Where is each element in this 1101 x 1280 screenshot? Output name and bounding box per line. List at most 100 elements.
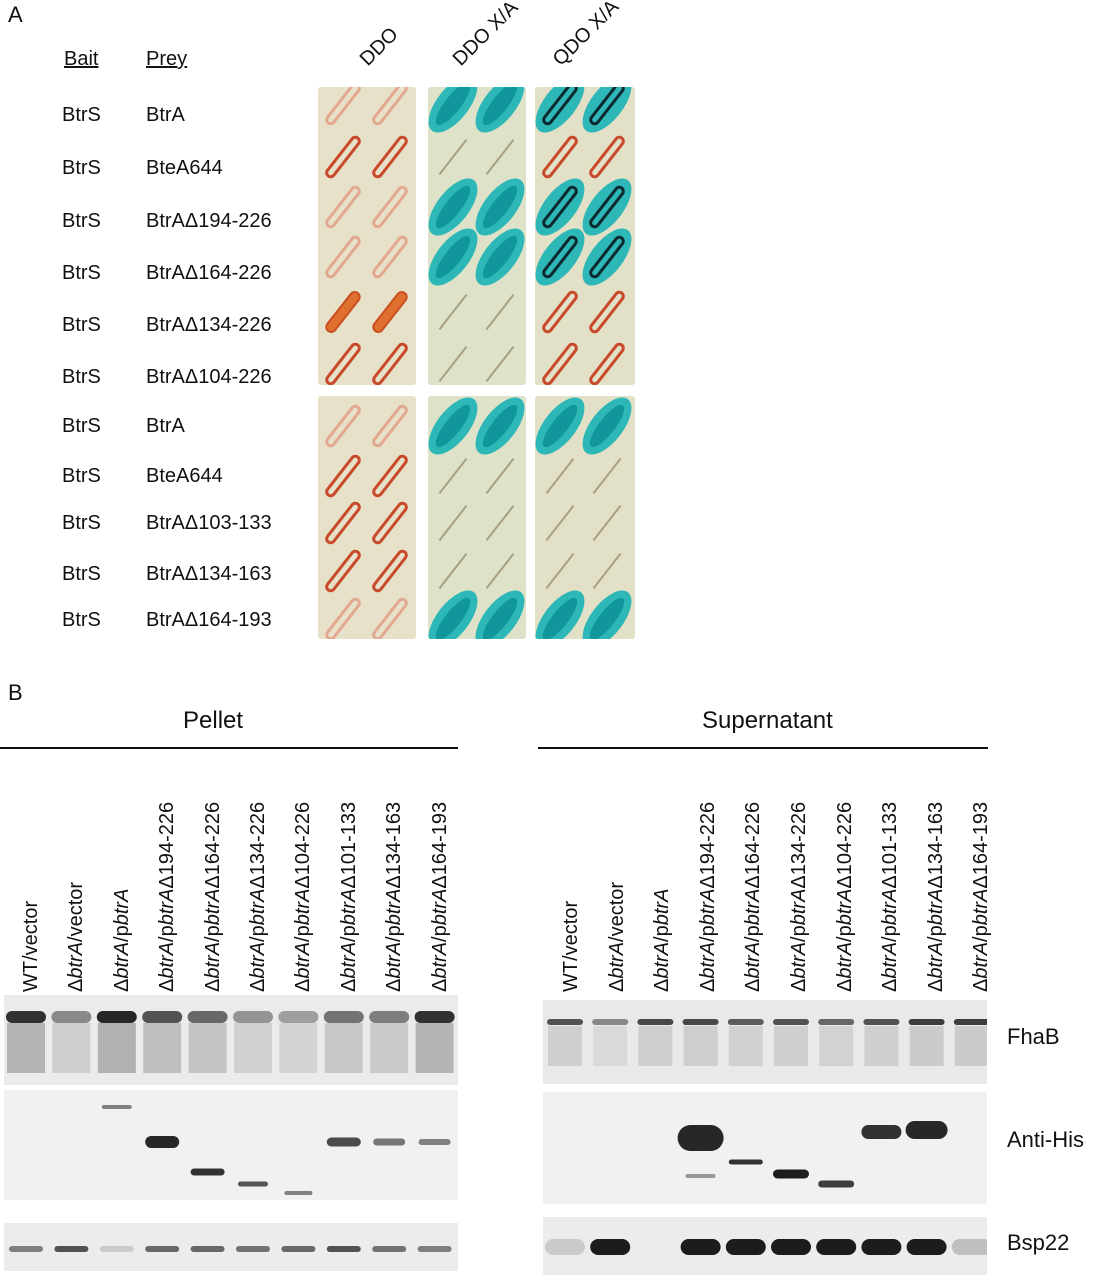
- colony-streak: [485, 346, 515, 382]
- blot-band: [236, 1246, 270, 1252]
- colony-streak: [589, 135, 625, 179]
- colony-streak: [372, 454, 408, 498]
- lane-label-part: Δ: [428, 978, 451, 992]
- blot-band: [908, 1019, 945, 1025]
- supernatant-lane-label: ΔbtrA/pbtrAΔ134-226: [788, 802, 811, 992]
- lane-label-part: Δ164-226: [201, 801, 224, 889]
- lane-label-part: btrA: [879, 888, 902, 926]
- blot-band: [727, 1019, 764, 1025]
- prey-label: BtrAΔ194-226: [146, 210, 272, 232]
- lane-label-part: Δ: [110, 978, 133, 992]
- supernatant-lane-label: ΔbtrA/pbtrAΔ164-226: [742, 802, 765, 992]
- blot-smear: [415, 1023, 454, 1073]
- pellet-his-blot: [4, 1090, 458, 1200]
- colony-streak: [325, 185, 361, 229]
- blot-smear: [683, 1026, 718, 1066]
- blot-band: [101, 1105, 132, 1109]
- colony-streak: [325, 501, 361, 545]
- colony-streak: [545, 553, 575, 589]
- lane-label-part: btrA: [696, 888, 719, 926]
- blot-band: [142, 1011, 183, 1023]
- blot-smear: [954, 1026, 987, 1066]
- colony-streak: [542, 290, 578, 334]
- prey-label: BtrAΔ164-226: [146, 262, 272, 284]
- supernatant-rule: [538, 747, 988, 749]
- colony-streak: [325, 404, 361, 448]
- colony-streak: [325, 597, 361, 639]
- blot-band: [685, 1174, 716, 1178]
- lane-label-part: btrA: [337, 941, 360, 979]
- panel-a-letter: A: [8, 2, 23, 27]
- prey-label: BtrAΔ134-226: [146, 314, 272, 336]
- colony-streak: [582, 87, 632, 133]
- lane-label-part: btrA: [651, 941, 674, 979]
- lane-label-part: btrA: [605, 941, 628, 979]
- lane-label-part: btrA: [156, 941, 179, 979]
- blot-band: [323, 1011, 364, 1023]
- blot-band: [9, 1246, 43, 1252]
- colony-streak: [428, 590, 478, 639]
- lane-label-part: btrA: [292, 888, 315, 926]
- lane-label-part: Δ104-226: [292, 801, 315, 889]
- plate-ddoxa-bottom: [428, 396, 526, 639]
- pellet-lane-label: ΔbtrA/pbtrAΔ194-226: [156, 802, 179, 992]
- lane-label-part: Δ: [833, 978, 856, 992]
- lane-label-part: btrA: [110, 888, 133, 926]
- pellet-lane-label: ΔbtrA/pbtrAΔ104-226: [292, 802, 315, 992]
- colony-streak: [535, 397, 585, 455]
- prey-label: BtrA: [146, 415, 185, 437]
- lane-label-part: btrA: [742, 888, 765, 926]
- lane-label-part: btrA: [247, 888, 269, 926]
- blot-band: [187, 1011, 228, 1023]
- colony-streak: [485, 139, 515, 175]
- colony-streak: [475, 397, 525, 455]
- lane-label-part: btrA: [292, 941, 315, 979]
- colony-streak: [372, 235, 408, 279]
- lane-label-part: Δ164-226: [742, 801, 765, 889]
- blot-band: [96, 1011, 137, 1023]
- blot-band: [326, 1137, 361, 1147]
- lane-label-part: btrA: [383, 888, 406, 926]
- blot-band: [547, 1019, 583, 1025]
- prey-label: BteA644: [146, 465, 223, 487]
- blot-band: [54, 1246, 89, 1252]
- lane-label-part: btrA: [428, 888, 451, 926]
- pellet-lane-label: ΔbtrA/pbtrAΔ134-226: [247, 802, 270, 992]
- prey-label: BtrAΔ134-163: [146, 563, 272, 585]
- lane-label-part: btrA: [247, 941, 269, 979]
- lane-label-part: Δ: [924, 978, 947, 992]
- blot-band: [369, 1011, 410, 1023]
- lane-label-part: Δ104-226: [833, 801, 856, 889]
- prey-label: BtrAΔ104-226: [146, 366, 272, 388]
- sup-fhab-blot: [543, 1000, 987, 1084]
- lane-label-part: /p: [337, 925, 360, 942]
- lane-label-part: btrA: [788, 888, 810, 926]
- bait-label: BtrS: [62, 465, 101, 487]
- lane-label-part: Δ134-163: [383, 801, 406, 889]
- lane-label-part: /p: [110, 925, 133, 942]
- bait-label: BtrS: [62, 512, 101, 534]
- lane-label-part: btrA: [201, 888, 224, 926]
- prey-label: BtrA: [146, 104, 185, 126]
- pellet-lane-label: ΔbtrA/pbtrAΔ164-193: [429, 802, 452, 992]
- blot-band: [682, 1019, 719, 1025]
- prey-header: Prey: [146, 48, 188, 70]
- blot-band: [637, 1019, 674, 1025]
- lane-label-part: Δ: [156, 978, 179, 992]
- supernatant-lane-label: ΔbtrA/pbtrAΔ101-133: [879, 802, 902, 992]
- blot-band: [771, 1239, 811, 1255]
- colony-streak: [438, 294, 468, 330]
- lane-label-part: btrA: [110, 941, 133, 979]
- blot-band: [728, 1159, 763, 1165]
- blot-smear: [864, 1026, 899, 1066]
- blot-smear: [279, 1023, 318, 1073]
- supernatant-lane-label: ΔbtrA/pbtrA: [651, 889, 674, 992]
- blot-band: [951, 1239, 987, 1255]
- blot-band: [861, 1239, 902, 1255]
- colony-streak: [372, 597, 408, 639]
- lane-label-part: /p: [788, 925, 810, 942]
- blot-band: [905, 1121, 948, 1139]
- colony-streak: [475, 178, 525, 236]
- lane-label-part: WT/vector: [560, 900, 582, 992]
- blot-band: [863, 1019, 900, 1025]
